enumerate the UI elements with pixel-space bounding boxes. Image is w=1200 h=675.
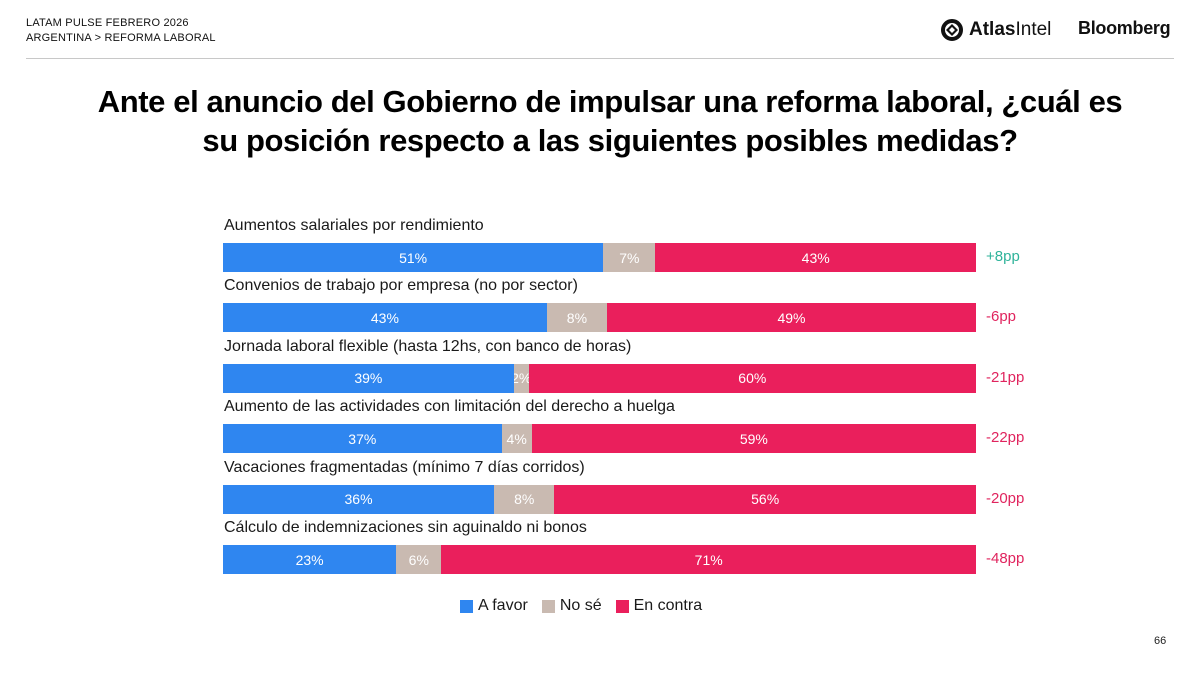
net-difference-label: -20pp xyxy=(986,489,1025,507)
bar-segment-en-contra: 43% xyxy=(655,243,976,272)
atlasintel-logo: AtlasIntel xyxy=(940,16,1051,44)
header-divider xyxy=(26,58,1174,59)
stacked-bar: 51% 7% 43% xyxy=(223,243,976,272)
category-label: Aumentos salariales por rendimiento xyxy=(224,217,484,234)
report-breadcrumb: ARGENTINA > REFORMA LABORAL xyxy=(26,32,216,44)
legend-item-en-contra: En contra xyxy=(615,597,703,615)
atlasintel-mark-icon xyxy=(941,19,963,41)
bar-segment-no-se: 2% xyxy=(513,363,529,393)
atlasintel-wordmark: AtlasIntel xyxy=(969,19,1052,40)
legend-item-a-favor: A favor xyxy=(460,597,528,615)
bar-segment-en-contra: 60% xyxy=(528,363,976,393)
page-number: 66 xyxy=(1154,635,1167,647)
bar-segment-en-contra: 49% xyxy=(607,303,976,333)
stacked-bar: 23% 6% 71% xyxy=(223,545,976,574)
report-header: LATAM PULSE FEBRERO 2026 ARGENTINA > REF… xyxy=(26,16,216,46)
category-label: Aumento de las actividades con limitació… xyxy=(224,398,675,416)
net-difference-label: -6pp xyxy=(986,308,1017,326)
stacked-bar: 43% 8% 49% xyxy=(223,303,976,333)
net-difference-label: +8pp xyxy=(986,248,1020,265)
legend-label: A favor xyxy=(478,597,528,614)
legend-swatch xyxy=(615,599,629,613)
bar-segment-no-se: 4% xyxy=(501,424,532,454)
category-label: Jornada laboral flexible (hasta 12hs, co… xyxy=(224,337,632,355)
bar-segment-en-contra: 71% xyxy=(441,545,976,574)
stacked-bar: 37% 4% 59% xyxy=(223,424,976,454)
category-label: Vacaciones fragmentadas (mínimo 7 días c… xyxy=(224,458,585,476)
legend-label: No sé xyxy=(559,597,602,614)
report-series: LATAM PULSE FEBRERO 2026 xyxy=(26,17,189,29)
bar-segment-en-contra: 59% xyxy=(531,424,976,454)
bar-segment-no-se: 7% xyxy=(603,243,656,272)
net-difference-label: -22pp xyxy=(986,429,1025,447)
bar-segment-a-favor: 37% xyxy=(223,424,502,454)
stacked-bar: 39%2%60% xyxy=(223,363,976,393)
category-label: Convenios de trabajo por empresa (no por… xyxy=(224,277,578,295)
bar-segment-a-favor: 39% xyxy=(223,363,514,393)
category-label: Cálculo de indemnizaciones sin aguinaldo… xyxy=(224,519,587,536)
chart-title: Ante el anuncio del Gobierno de impulsar… xyxy=(40,82,1180,160)
bloomberg-logo: Bloomberg xyxy=(1078,18,1171,38)
bar-segment-en-contra: 56% xyxy=(554,484,976,514)
net-difference-label: -48pp xyxy=(986,550,1025,567)
legend-item-no-se: No sé xyxy=(541,597,602,615)
chart-title-line-2: su posición respecto a las siguientes po… xyxy=(202,123,1018,158)
bar-segment-a-favor: 51% xyxy=(223,243,604,272)
legend-swatch xyxy=(460,599,473,613)
bar-segment-no-se: 8% xyxy=(546,303,608,333)
chart-title-line-1: Ante el anuncio del Gobierno de impulsar… xyxy=(97,84,1123,119)
legend-label: En contra xyxy=(633,597,703,614)
chart-legend: A favor No sé En contra xyxy=(460,597,702,615)
net-difference-label: -21pp xyxy=(986,368,1025,386)
bar-segment-a-favor: 36% xyxy=(223,484,495,514)
bar-segment-a-favor: 43% xyxy=(223,303,547,333)
bar-segment-a-favor: 23% xyxy=(223,545,397,574)
bar-segment-no-se: 6% xyxy=(396,545,442,574)
stacked-bar: 36% 8% 56% xyxy=(223,484,976,514)
legend-swatch xyxy=(541,599,555,613)
bar-segment-no-se: 8% xyxy=(494,484,555,514)
